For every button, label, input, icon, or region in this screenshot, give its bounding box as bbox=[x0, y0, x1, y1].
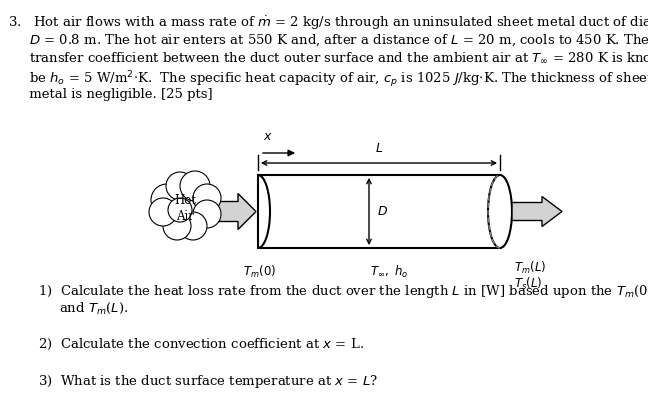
Bar bbox=[258, 175, 500, 248]
Circle shape bbox=[180, 171, 210, 201]
Text: $L$: $L$ bbox=[375, 142, 383, 155]
Text: $x$: $x$ bbox=[263, 130, 273, 143]
Text: Hot
Air: Hot Air bbox=[174, 193, 196, 222]
Text: $D$: $D$ bbox=[377, 205, 388, 218]
Circle shape bbox=[149, 198, 177, 226]
Text: metal is negligible. [25 pts]: metal is negligible. [25 pts] bbox=[8, 88, 213, 101]
Text: transfer coefficient between the duct outer surface and the ambient air at $T_{\: transfer coefficient between the duct ou… bbox=[8, 51, 648, 65]
Text: $T_s(L)$: $T_s(L)$ bbox=[514, 276, 542, 292]
Circle shape bbox=[168, 198, 192, 222]
Circle shape bbox=[166, 172, 194, 200]
Text: $T_m(0)$: $T_m(0)$ bbox=[244, 264, 277, 280]
Text: $D$ = 0.8 m. The hot air enters at 550 K and, after a distance of $L$ = 20 m, co: $D$ = 0.8 m. The hot air enters at 550 K… bbox=[8, 33, 648, 48]
Text: and $T_m$($L$).: and $T_m$($L$). bbox=[38, 301, 128, 316]
Circle shape bbox=[193, 200, 221, 228]
Text: be $h_o$ = 5 W/m$^2$$\cdot$K.  The specific heat capacity of air, $c_p$ is 1025 : be $h_o$ = 5 W/m$^2$$\cdot$K. The specif… bbox=[8, 70, 648, 90]
Text: 2)  Calculate the convection coefficient at $x$ = L.: 2) Calculate the convection coefficient … bbox=[38, 337, 364, 352]
Circle shape bbox=[163, 212, 191, 240]
Ellipse shape bbox=[488, 175, 512, 248]
Text: $T_{\infty},\ h_o$: $T_{\infty},\ h_o$ bbox=[370, 264, 408, 280]
Text: 1)  Calculate the heat loss rate from the duct over the length $L$ in [W] based : 1) Calculate the heat loss rate from the… bbox=[38, 283, 648, 300]
Text: 3)  What is the duct surface temperature at $x$ = $L$?: 3) What is the duct surface temperature … bbox=[38, 373, 378, 390]
Circle shape bbox=[193, 184, 221, 212]
Circle shape bbox=[179, 212, 207, 240]
FancyArrow shape bbox=[210, 193, 256, 230]
Text: $T_m(L)$: $T_m(L)$ bbox=[514, 260, 546, 276]
Circle shape bbox=[151, 184, 183, 216]
FancyArrow shape bbox=[512, 196, 562, 226]
Text: 3.   Hot air flows with a mass rate of $\dot{m}$ = 2 kg/s through an uninsulated: 3. Hot air flows with a mass rate of $\d… bbox=[8, 14, 648, 31]
